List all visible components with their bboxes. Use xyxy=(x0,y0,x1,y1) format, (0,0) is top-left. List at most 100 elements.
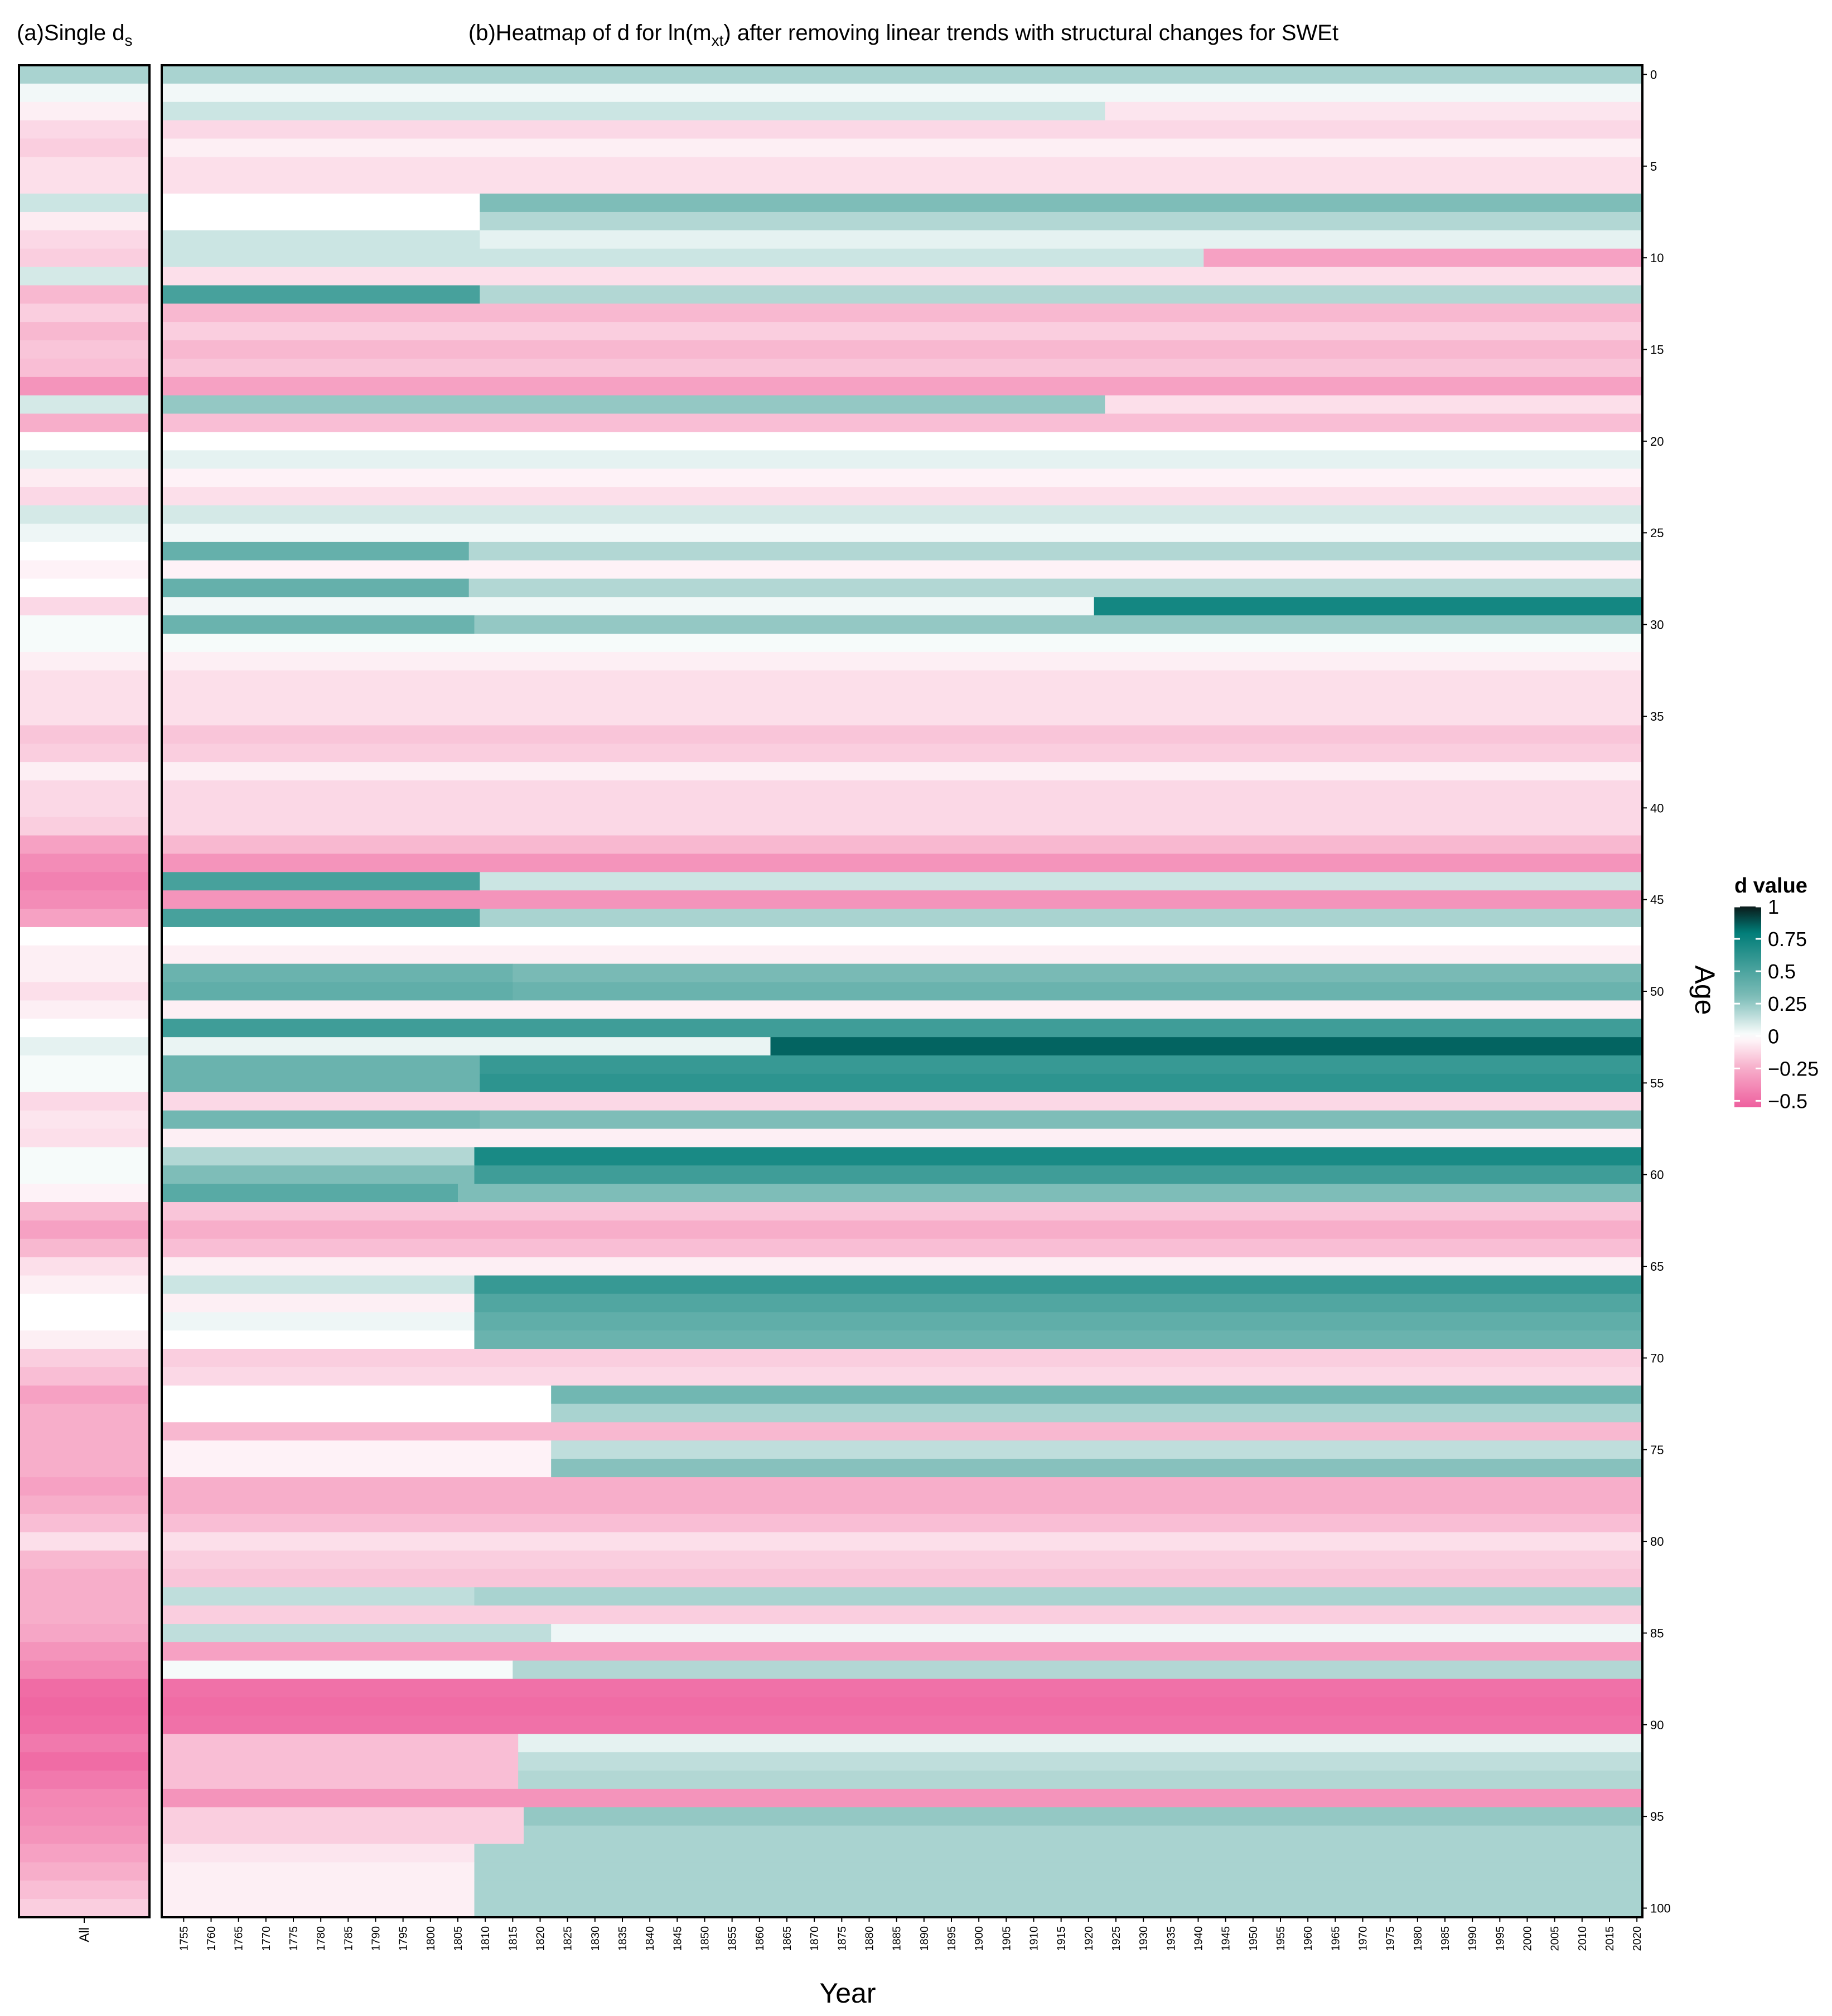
cell-age-4 xyxy=(19,138,149,157)
cell-age-9-from-1751 xyxy=(162,230,480,249)
cell-age-87 xyxy=(19,1660,149,1680)
y-tick-label-65: 65 xyxy=(1650,1260,1664,1274)
cell-age-6-from-1751 xyxy=(162,175,1643,194)
cell-age-26-from-1751 xyxy=(162,542,470,561)
x-tick-label-1790: 1790 xyxy=(370,1926,383,1951)
cell-age-51 xyxy=(19,1000,149,1019)
cell-age-19-from-1751 xyxy=(162,413,1643,433)
cell-age-12-from-1751 xyxy=(162,285,480,304)
cell-age-30 xyxy=(19,615,149,634)
x-tick-label-1860: 1860 xyxy=(754,1926,766,1951)
y-tick-label-95: 95 xyxy=(1650,1810,1664,1824)
cell-age-96 xyxy=(19,1825,149,1845)
cell-age-31-from-1751 xyxy=(162,634,1643,653)
cell-age-5-from-1751 xyxy=(162,157,1643,176)
cell-age-60-from-1808 xyxy=(474,1165,1643,1184)
cell-age-70-from-1751 xyxy=(162,1348,1643,1368)
cell-age-68-from-1808 xyxy=(474,1312,1643,1331)
cell-age-89 xyxy=(19,1697,149,1716)
cell-age-99 xyxy=(19,1880,149,1899)
y-tick-label-100: 100 xyxy=(1650,1902,1671,1916)
cell-age-85-from-1822 xyxy=(551,1624,1643,1643)
x-tick-label-1800: 1800 xyxy=(425,1926,437,1951)
y-tick-label-80: 80 xyxy=(1650,1535,1664,1549)
cell-age-46-from-1809 xyxy=(480,909,1643,928)
x-tick-label-1875: 1875 xyxy=(836,1926,848,1951)
cell-age-71-from-1751 xyxy=(162,1367,1643,1386)
x-tick-label-1905: 1905 xyxy=(1000,1926,1013,1951)
cell-age-98-from-1751 xyxy=(162,1862,475,1881)
cell-age-40-from-1751 xyxy=(162,798,1643,818)
x-tick-label-1920: 1920 xyxy=(1083,1926,1095,1951)
y-tick-label-50: 50 xyxy=(1650,985,1664,999)
y-tick-label-15: 15 xyxy=(1650,343,1664,357)
cell-age-78-from-1751 xyxy=(162,1495,1643,1515)
cell-age-54-from-1751 xyxy=(162,1055,480,1074)
cell-age-63 xyxy=(19,1220,149,1239)
cell-age-57-from-1751 xyxy=(162,1110,480,1130)
x-tick-label-2020: 2020 xyxy=(1631,1926,1644,1951)
cell-age-66 xyxy=(19,1275,149,1294)
cell-age-75-from-1751 xyxy=(162,1440,552,1459)
cell-age-47-from-1751 xyxy=(162,927,1643,946)
x-tick-label-1865: 1865 xyxy=(781,1926,794,1951)
cell-age-72 xyxy=(19,1385,149,1405)
cell-age-37 xyxy=(19,744,149,763)
cell-age-70 xyxy=(19,1348,149,1368)
cell-age-45 xyxy=(19,890,149,909)
panel-b-x-axis: 1755 1760 1765 1770 1775 1780 1785 1790 1795 1800… xyxy=(178,1917,1644,1951)
cell-age-91 xyxy=(19,1734,149,1753)
cell-age-33 xyxy=(19,670,149,689)
legend-tick-label: −0.25 xyxy=(1768,1057,1819,1080)
cell-age-53-from-1862 xyxy=(770,1037,1643,1056)
x-tick-label-1950: 1950 xyxy=(1248,1926,1260,1951)
cell-age-69-from-1808 xyxy=(474,1330,1643,1349)
cell-age-32 xyxy=(19,652,149,671)
cell-age-94 xyxy=(19,1788,149,1808)
cell-age-53-from-1751 xyxy=(162,1037,771,1056)
x-tick-label-1780: 1780 xyxy=(315,1926,327,1951)
cell-age-82 xyxy=(19,1569,149,1588)
cell-age-31 xyxy=(19,634,149,653)
cell-age-2 xyxy=(19,102,149,121)
cell-age-78 xyxy=(19,1495,149,1515)
x-tick-label-1900: 1900 xyxy=(973,1926,985,1951)
cell-age-93 xyxy=(19,1771,149,1790)
cell-age-74 xyxy=(19,1422,149,1441)
cell-age-84-from-1751 xyxy=(162,1605,1643,1624)
cell-age-30-from-1751 xyxy=(162,615,475,634)
cell-age-81-from-1751 xyxy=(162,1550,1643,1570)
cell-age-95-from-1817 xyxy=(524,1807,1643,1826)
cell-age-97-from-1751 xyxy=(162,1844,475,1863)
x-tick-label-1840: 1840 xyxy=(644,1926,656,1951)
cell-age-37-from-1751 xyxy=(162,744,1643,763)
x-tick-label-1775: 1775 xyxy=(288,1926,300,1951)
cell-age-3-from-1751 xyxy=(162,120,1643,139)
x-tick-label-1880: 1880 xyxy=(864,1926,876,1951)
cell-age-76 xyxy=(19,1459,149,1478)
cell-age-88 xyxy=(19,1679,149,1698)
cell-age-28 xyxy=(19,578,149,597)
cell-age-53 xyxy=(19,1037,149,1056)
x-tick-label-1910: 1910 xyxy=(1028,1926,1041,1951)
y-tick-label-70: 70 xyxy=(1650,1351,1664,1365)
cell-age-50-from-1815 xyxy=(513,982,1643,1001)
cell-age-3 xyxy=(19,120,149,139)
cell-age-14-from-1751 xyxy=(162,322,1643,341)
cell-age-57 xyxy=(19,1110,149,1130)
cell-age-34 xyxy=(19,688,149,708)
cell-age-69 xyxy=(19,1330,149,1349)
cell-age-16-from-1751 xyxy=(162,358,1643,378)
x-tick-label-1755: 1755 xyxy=(178,1926,190,1951)
cell-age-7-from-1809 xyxy=(480,194,1643,213)
cell-age-12-from-1809 xyxy=(480,285,1643,304)
y-tick-label-90: 90 xyxy=(1650,1718,1664,1732)
cell-age-97 xyxy=(19,1844,149,1863)
cell-age-58 xyxy=(19,1128,149,1147)
x-tick-label-1850: 1850 xyxy=(699,1926,712,1951)
panel-a-x-axis: All xyxy=(77,1917,92,1942)
cell-age-57-from-1809 xyxy=(480,1110,1643,1130)
cell-age-59-from-1751 xyxy=(162,1147,475,1166)
cell-age-0 xyxy=(19,65,149,84)
